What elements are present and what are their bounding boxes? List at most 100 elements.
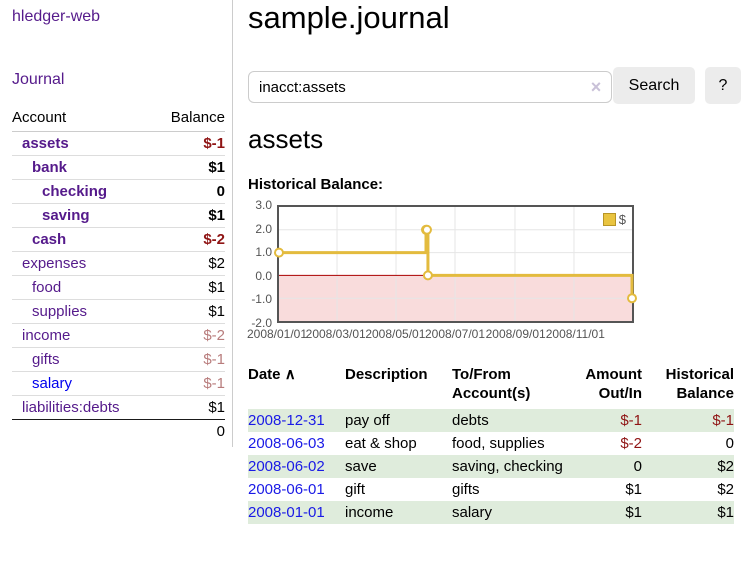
amount-column-header: Amount Out/In [585,366,642,402]
register-table: Date ∧ Description To/From Account(s) Am… [248,363,734,524]
transaction-balance: $1 [717,504,734,521]
account-link-expenses[interactable]: expenses [22,255,87,272]
transaction-balance: 0 [725,435,734,452]
transaction-amount: $1 [625,504,642,521]
y-axis-tick-label: 3.0 [255,198,272,212]
transaction-accounts: debts [452,412,489,429]
accounts-total-row: 0 [12,419,225,443]
accounts-table: Account Balance assets $-1 bank $1 checking 0… [12,106,225,443]
account-balance: $-1 [153,347,225,372]
transaction-amount: $-1 [620,412,642,429]
transaction-amount: $1 [625,481,642,498]
account-link-checking[interactable]: checking [42,183,108,200]
account-link-bank[interactable]: bank [32,159,68,176]
account-heading: assets [248,124,324,154]
transaction-amount: 0 [633,458,642,475]
account-balance: $1 [153,203,225,228]
register-row: 2008-06-02 save saving, checking 0 $2 [248,455,734,478]
sidebar: hledger-web Journal Account Balance asse… [0,0,233,447]
transaction-accounts: gifts [452,481,480,498]
clear-search-icon[interactable]: × [590,77,602,97]
search-button[interactable]: Search [613,67,695,104]
y-axis-tick-label: -2.0 [251,316,272,330]
x-axis-tick-label: 2008/01/01 [246,327,308,341]
account-column-header: Account [12,106,154,132]
register-header-row: Date ∧ Description To/From Account(s) Am… [248,363,734,409]
page-title: sample.journal [248,0,450,35]
y-axis-tick-label: 0.0 [255,268,272,283]
legend-label: $ [618,212,626,227]
account-row: food $1 [12,275,225,300]
transaction-balance: $2 [717,458,734,475]
transaction-balance: $-1 [712,412,734,429]
transaction-date-link[interactable]: 2008-06-01 [248,481,325,498]
app-brand-link[interactable]: hledger-web [12,8,101,25]
account-link-supplies[interactable]: supplies [32,303,88,320]
y-axis-tick-label: -1.0 [251,292,272,307]
account-balance: $2 [153,251,225,276]
account-balance: $1 [153,299,225,324]
account-balance: $1 [153,275,225,300]
account-balance: $1 [153,395,225,420]
register-row: 2008-01-01 income salary $1 $1 [248,501,734,524]
register-row: 2008-12-31 pay off debts $-1 $-1 [248,409,734,432]
account-row: supplies $1 [12,299,225,324]
help-button[interactable]: ? [705,67,741,104]
account-link-cash[interactable]: cash [32,231,67,248]
transaction-date-link[interactable]: 2008-01-01 [248,504,325,521]
account-row: income $-2 [12,323,225,348]
transaction-description: pay off [345,412,390,429]
x-axis-tick-label: 2008/07/01 [424,327,486,341]
y-axis-tick-label: 1.0 [255,245,272,260]
x-axis-tick-label: 2008/05/01 [365,327,426,341]
legend-color-swatch [602,213,616,226]
main-content: sample.journal × Search ? assets Histori… [247,0,742,582]
account-row: assets $-1 [12,132,225,156]
transaction-amount: $-2 [620,435,642,452]
account-row: gifts $-1 [12,347,225,372]
transaction-accounts: salary [452,504,493,521]
account-link-liabilities-debts[interactable]: liabilities:debts [22,399,120,416]
sort-ascending-icon: ∧ [284,366,296,383]
accounts-column-header: To/From Account(s) [452,366,531,402]
balance-chart-plot-area: $ [274,205,637,323]
balance-column-header: Balance [153,106,225,132]
x-axis-tick-label: 2008/11/01 [545,327,605,341]
account-link-income[interactable]: income [22,327,71,344]
accounts-table-header: Account Balance [12,106,225,132]
transaction-date-link[interactable]: 2008-06-03 [248,435,325,452]
transaction-date-link[interactable]: 2008-12-31 [248,412,325,429]
transaction-accounts: food, supplies [452,435,545,452]
register-row: 2008-06-01 gift gifts $1 $2 [248,478,734,501]
account-balance: $-2 [153,323,225,348]
account-balance: $-2 [153,227,225,252]
transaction-description: income [345,504,394,521]
account-row: bank $1 [12,155,225,180]
sidebar-item-journal[interactable]: Journal [12,71,65,88]
accounts-total-balance: 0 [153,419,225,443]
balance-chart [274,207,637,321]
account-balance: $-1 [153,371,225,396]
account-link-saving[interactable]: saving [42,207,90,224]
chart-heading: Historical Balance: [248,176,384,193]
transaction-description: save [345,458,377,475]
account-link-food[interactable]: food [32,279,62,296]
transaction-balance: $2 [717,481,734,498]
balance-column-header: Historical Balance [665,366,734,402]
account-row: salary $-1 [12,371,225,396]
account-row: checking 0 [12,179,225,204]
account-balance: 0 [153,179,225,204]
account-link-assets[interactable]: assets [22,135,69,152]
register-row: 2008-06-03 eat & shop food, supplies $-2 0 [248,432,734,455]
account-row: expenses $2 [12,251,225,276]
date-column-header[interactable]: Date ∧ [248,366,296,383]
description-column-header: Description [345,366,428,383]
transaction-description: eat & shop [345,435,417,452]
chart-legend: $ [600,211,628,228]
transaction-date-link[interactable]: 2008-06-02 [248,458,325,475]
account-link-salary[interactable]: salary [32,375,73,392]
x-axis-tick-label: 2008/03/01 [305,327,366,341]
search-input[interactable] [248,71,612,103]
account-balance: $-1 [203,135,225,152]
account-link-gifts[interactable]: gifts [32,351,60,368]
